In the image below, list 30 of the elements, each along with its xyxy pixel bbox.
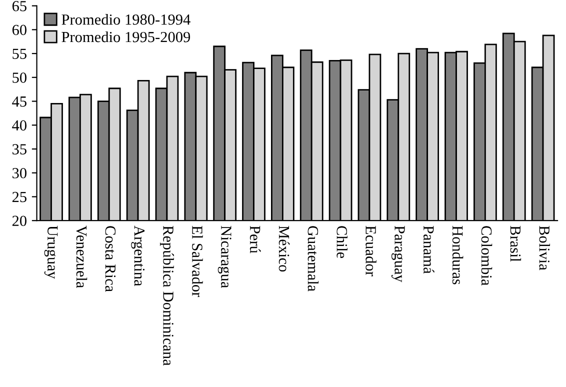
legend-label: Promedio 1995-2009: [62, 31, 190, 42]
y-tick-label: 50: [12, 72, 26, 83]
x-tick-label: Guatemala: [308, 226, 319, 292]
x-tick-label: Paraguay: [391, 226, 405, 282]
y-tick-label: 30: [12, 168, 26, 178]
x-tick-label: Uruguay: [44, 226, 58, 279]
x-tick-label: Ecuador: [366, 226, 376, 276]
x-tick-label: República Dominicana: [160, 226, 174, 366]
y-tick-label: 20: [12, 216, 26, 226]
x-tick-label: Argentina: [131, 226, 145, 286]
x-tick-label: Perú: [250, 226, 261, 254]
x-tick-label: Bolivia: [539, 226, 550, 270]
x-tick-label: Nicaragua: [218, 226, 232, 288]
x-tick-label: Colombia: [481, 226, 492, 286]
y-tick-label: 60: [12, 24, 26, 36]
y-tick-label: 35: [12, 144, 26, 154]
x-tick-label: Chile: [336, 226, 348, 258]
x-tick-label: Venezuela: [76, 226, 88, 288]
x-tick-label: México: [278, 226, 290, 272]
x-tick-label: Costa Rica: [105, 226, 116, 292]
y-tick-label: 45: [12, 96, 26, 107]
y-tick-label: 55: [12, 48, 26, 59]
x-tick-label: Brasil: [510, 226, 522, 262]
y-tick-label: 40: [12, 120, 26, 131]
y-tick-label: 65: [12, 0, 26, 12]
x-tick-label: El Salvador: [192, 226, 203, 298]
x-tick-label: Panamá: [424, 226, 434, 274]
y-tick-label: 25: [12, 192, 26, 202]
x-tick-label: Honduras: [452, 226, 464, 284]
legend-label: Promedio 1980-1994: [62, 14, 190, 25]
